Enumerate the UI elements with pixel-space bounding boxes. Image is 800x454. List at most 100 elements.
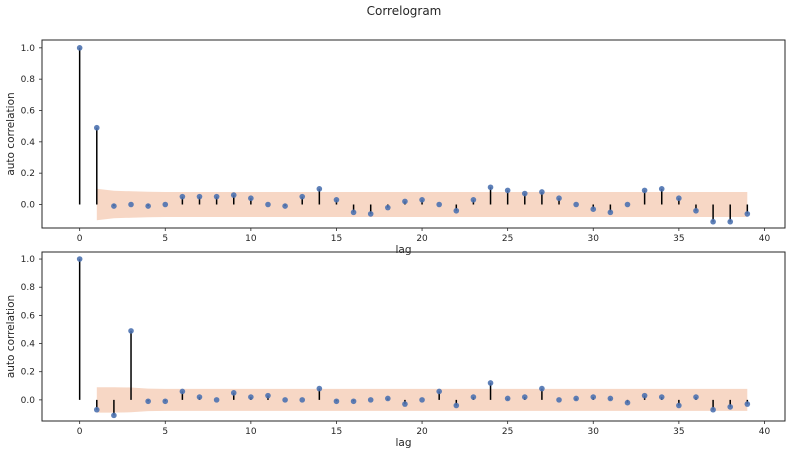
stem-marker [333,197,340,203]
figure-title: Correlogram [367,4,442,18]
stem-marker [727,218,734,225]
stem-marker [556,397,562,403]
stem-marker [282,397,288,403]
stem-marker [487,380,494,386]
stem-marker [316,186,323,192]
stem-marker [282,203,288,209]
stem-marker [436,388,442,395]
x-tick-label: 40 [759,234,771,244]
y-tick-label: 0.2 [21,368,35,378]
stem-marker [676,402,682,409]
x-tick-label: 0 [77,427,83,437]
stem-marker [539,385,545,392]
stem-marker [230,390,237,396]
x-tick-label: 10 [245,234,257,244]
x-tick-label: 5 [162,427,168,437]
stem-marker [658,394,665,400]
x-tick-label: 15 [331,427,342,437]
stem-marker [710,406,716,413]
stem-marker [744,211,751,217]
acf-panel-bottom: 0 5 10 15 20 25 30 35 40 0.0 0.2 0.4 0.6 0.8 1.0 lag aut… [5,251,786,449]
stem-marker [385,204,391,211]
x-tick-label: 5 [162,234,168,244]
stem-marker [196,394,203,400]
y-tick-label: 0.6 [21,311,36,321]
stem-marker [76,256,83,262]
y-tick-label: 0.0 [21,201,36,211]
stem-marker [299,193,306,200]
stem-marker [179,193,186,200]
x-axis-label: lag [395,244,411,256]
stem-marker [213,193,220,200]
stem-marker [145,398,151,405]
stem-marker [402,198,408,205]
stem-marker [93,124,100,131]
stem-marker [556,195,562,202]
y-tick-label: 1.0 [21,255,36,265]
stem-marker [385,395,391,402]
x-tick-label: 25 [502,234,513,244]
stem-marker [727,404,734,410]
y-tick-label: 0.2 [21,169,35,179]
stem-marker [453,207,460,214]
y-tick-label: 0.8 [21,283,36,293]
stem-marker [128,328,134,334]
x-tick-label: 30 [588,427,600,437]
stem-marker [145,203,151,209]
stem-marker [265,392,271,399]
stem-marker [316,385,323,392]
stem-marker [436,201,442,208]
y-axis-label: auto correlation [5,295,17,378]
x-tick-label: 40 [759,427,771,437]
stem-marker [367,211,374,217]
x-tick-label: 30 [588,234,600,244]
stem-marker [196,193,203,200]
stem-marker [350,209,357,216]
stem-marker [453,402,460,409]
stem-marker [641,392,648,399]
stem-marker [333,398,340,405]
axes-frame [41,251,786,422]
stem-marker [658,186,665,192]
axes-frame [41,39,786,229]
stem-marker [624,201,631,208]
stem-marker [213,397,220,403]
stem-marker [470,394,477,400]
stem-marker [93,406,100,413]
x-tick-label: 10 [245,427,257,437]
stem-marker [128,201,134,208]
stem-marker [607,395,614,402]
stem-marker [676,195,682,202]
stem-marker [419,397,425,403]
x-tick-label: 35 [673,234,684,244]
stem-marker [367,397,374,403]
x-tick-label: 15 [331,234,342,244]
x-axis-label: lag [395,437,411,449]
y-tick-label: 0.0 [21,396,36,406]
stem-marker [710,218,716,225]
stem-marker [162,201,169,208]
y-tick-label: 0.4 [21,138,36,148]
y-tick-label: 0.4 [21,340,36,350]
stem-marker [402,401,408,407]
stem-marker [76,45,83,51]
stem-marker [504,395,511,402]
x-tick-label: 20 [416,234,428,244]
stem-marker [521,190,528,197]
stem-marker [111,203,117,209]
stem-marker [590,394,597,400]
stem-marker [299,397,306,403]
stem-marker [111,412,117,419]
x-tick-label: 20 [416,427,428,437]
acf-panel-top: 0 5 10 15 20 25 30 35 40 0.0 0.2 0.4 0.6 0.8 1.0 lag aut… [5,39,786,256]
stem-marker [419,197,425,203]
stem-marker [744,401,751,407]
y-tick-label: 0.8 [21,75,36,85]
stem-marker [624,399,631,406]
stem-marker [265,201,271,208]
stem-marker [693,394,699,400]
y-tick-label: 0.6 [21,107,36,117]
stem-marker [693,207,699,214]
stem-marker [230,192,237,198]
